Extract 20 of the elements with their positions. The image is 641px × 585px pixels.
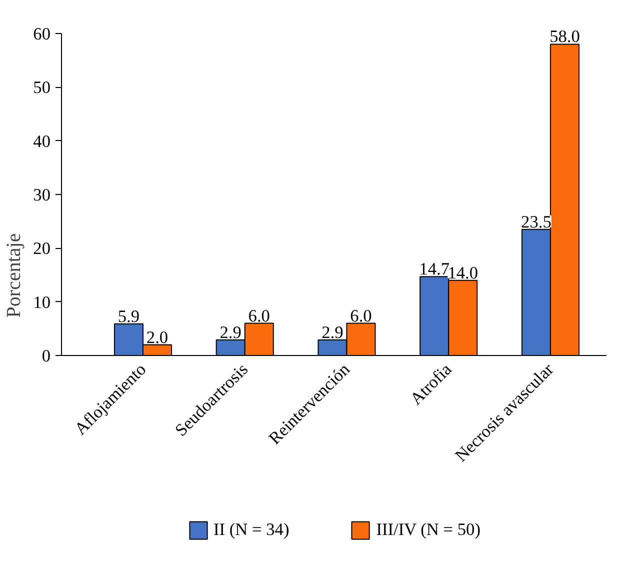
data-label: 6.0 xyxy=(248,306,270,326)
data-label: 58.0 xyxy=(550,27,580,46)
y-axis-title: Porcentaje xyxy=(3,233,26,318)
y-tick-label: 50 xyxy=(33,78,50,98)
data-label: 2.9 xyxy=(322,322,344,342)
y-tick-label: 40 xyxy=(33,132,50,151)
y-tick-label: 0 xyxy=(42,346,51,366)
y-tick-label: 30 xyxy=(33,186,50,204)
y-tick-label: 10 xyxy=(33,292,50,312)
data-label: 23.5 xyxy=(521,212,552,232)
legend-label: II (N = 34) xyxy=(214,520,290,540)
legend-label: III/IV (N = 50) xyxy=(376,520,480,540)
y-tick-label: 60 xyxy=(33,24,50,44)
y-tick-label: 20 xyxy=(33,239,50,258)
data-label: 5.9 xyxy=(118,306,140,326)
data-label: 14.7 xyxy=(419,260,450,279)
data-label: 2.0 xyxy=(146,328,168,347)
data-label: 14.0 xyxy=(448,263,478,282)
data-label: 2.9 xyxy=(220,322,242,342)
data-label: 6.0 xyxy=(350,306,372,326)
